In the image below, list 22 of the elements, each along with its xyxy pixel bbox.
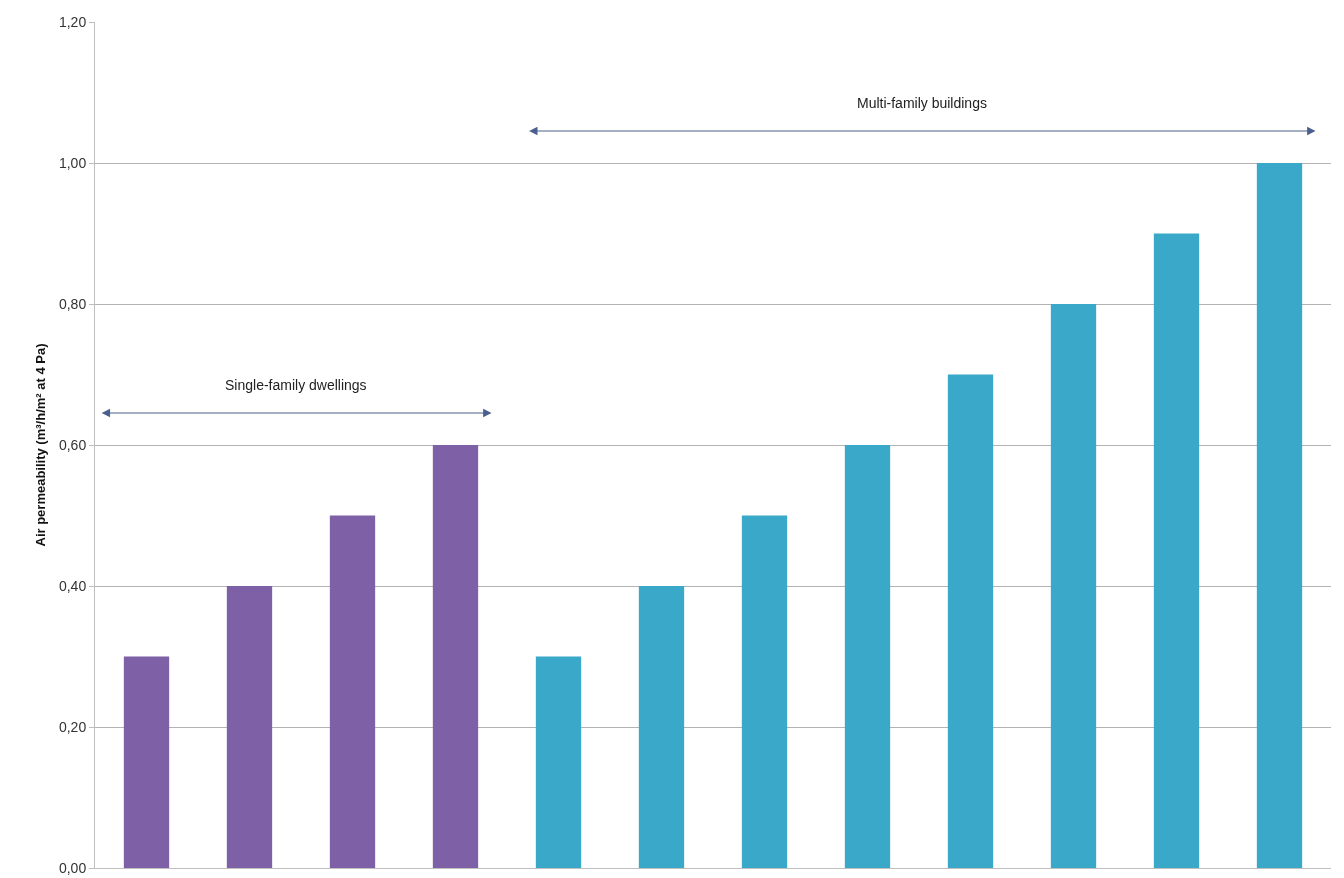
y-tick-label: 0,00 (58, 859, 87, 876)
y-tick-label: 0,60 (58, 436, 87, 453)
bar (226, 586, 273, 868)
y-tick-label: 1,20 (58, 13, 87, 30)
bar (1153, 233, 1200, 868)
bar (638, 586, 685, 868)
annotation: Multi-family buildings (857, 95, 987, 111)
bar (123, 656, 170, 868)
y-tick-label: 0,40 (58, 577, 87, 594)
y-axis-title: Air permeability (m³/h/m² at 4 Pa) (32, 343, 48, 547)
bar (535, 656, 582, 868)
bar (329, 515, 376, 868)
bar (1256, 163, 1303, 868)
y-tick-label: 0,80 (58, 295, 87, 312)
bar (844, 445, 891, 868)
bar (741, 515, 788, 868)
y-tick-label: 1,00 (58, 154, 87, 171)
y-tick-label: 0,20 (58, 718, 87, 735)
bar (432, 445, 479, 868)
bar (947, 374, 994, 868)
bar (1050, 304, 1097, 868)
annotation: Single-family dwellings (225, 377, 367, 393)
